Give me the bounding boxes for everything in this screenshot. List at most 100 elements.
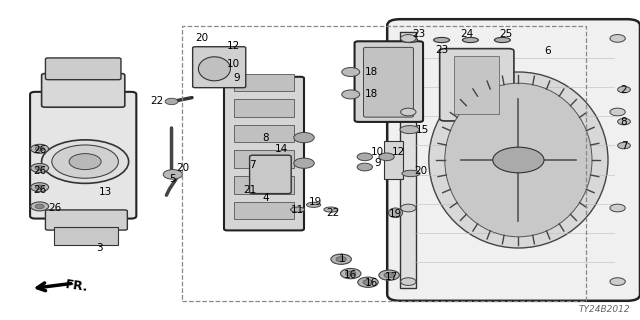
Circle shape <box>618 142 630 149</box>
Text: 20: 20 <box>195 33 208 44</box>
Text: 16: 16 <box>365 278 378 288</box>
Ellipse shape <box>445 83 592 237</box>
Text: 10: 10 <box>371 147 384 157</box>
Circle shape <box>358 277 378 287</box>
Ellipse shape <box>495 37 511 43</box>
Ellipse shape <box>434 37 449 43</box>
Text: 5: 5 <box>170 174 176 184</box>
Text: 16: 16 <box>344 270 357 280</box>
Text: FR.: FR. <box>64 278 89 294</box>
Circle shape <box>31 183 49 192</box>
Bar <box>234 202 294 219</box>
Text: 14: 14 <box>275 144 288 154</box>
Circle shape <box>31 144 49 153</box>
Circle shape <box>340 268 361 279</box>
Circle shape <box>618 118 630 125</box>
Circle shape <box>52 145 118 178</box>
Bar <box>454 56 499 114</box>
FancyBboxPatch shape <box>364 47 413 117</box>
Text: 18: 18 <box>364 89 378 100</box>
Circle shape <box>331 254 351 264</box>
Ellipse shape <box>307 202 321 207</box>
Circle shape <box>379 153 394 161</box>
Circle shape <box>493 147 544 173</box>
Text: 1: 1 <box>339 254 346 264</box>
Bar <box>384 141 403 179</box>
Text: 24: 24 <box>461 28 474 39</box>
Circle shape <box>163 170 182 179</box>
Text: 10: 10 <box>227 59 240 69</box>
Text: 19: 19 <box>389 209 402 220</box>
Text: 6: 6 <box>544 46 550 56</box>
Circle shape <box>35 147 44 151</box>
FancyBboxPatch shape <box>224 77 304 230</box>
Ellipse shape <box>402 37 418 43</box>
FancyBboxPatch shape <box>193 47 246 88</box>
Text: 15: 15 <box>416 124 429 135</box>
FancyBboxPatch shape <box>42 74 125 107</box>
Circle shape <box>618 86 630 93</box>
Ellipse shape <box>429 72 608 248</box>
Text: 8: 8 <box>621 116 627 127</box>
Text: 12: 12 <box>392 147 404 157</box>
Circle shape <box>342 90 360 99</box>
Circle shape <box>401 108 416 116</box>
Circle shape <box>610 108 625 116</box>
Text: 20: 20 <box>415 166 428 176</box>
Ellipse shape <box>324 207 338 212</box>
Circle shape <box>69 154 101 170</box>
Text: 11: 11 <box>291 204 304 215</box>
Text: 18: 18 <box>364 67 378 77</box>
Bar <box>182 26 586 301</box>
Bar <box>234 99 294 117</box>
Circle shape <box>342 68 360 76</box>
FancyBboxPatch shape <box>45 58 121 80</box>
Circle shape <box>31 202 49 211</box>
Text: 3: 3 <box>96 243 102 253</box>
Text: 22: 22 <box>326 208 339 218</box>
Ellipse shape <box>388 208 403 218</box>
Bar <box>234 125 294 142</box>
Text: 25: 25 <box>499 28 512 39</box>
Text: 26: 26 <box>33 185 46 196</box>
Circle shape <box>401 35 416 42</box>
Text: 20: 20 <box>176 163 189 173</box>
Circle shape <box>294 158 314 168</box>
Text: 13: 13 <box>99 187 112 197</box>
Circle shape <box>401 278 416 285</box>
Circle shape <box>294 132 314 143</box>
Text: 9: 9 <box>234 73 240 84</box>
Text: 2: 2 <box>621 84 627 95</box>
Circle shape <box>35 166 44 170</box>
Text: 9: 9 <box>374 158 381 168</box>
Text: 8: 8 <box>262 132 269 143</box>
Circle shape <box>610 204 625 212</box>
Circle shape <box>165 98 178 105</box>
Circle shape <box>31 164 49 172</box>
Circle shape <box>610 278 625 285</box>
Circle shape <box>363 280 373 285</box>
Bar <box>234 74 294 91</box>
Circle shape <box>610 35 625 42</box>
Text: 23: 23 <box>435 44 448 55</box>
Text: 22: 22 <box>150 96 163 106</box>
Ellipse shape <box>198 57 230 81</box>
Text: 17: 17 <box>385 272 398 282</box>
Text: 26: 26 <box>33 145 46 156</box>
Bar <box>234 176 294 194</box>
Text: 4: 4 <box>262 193 269 204</box>
Text: 7: 7 <box>621 140 627 151</box>
Bar <box>234 150 294 168</box>
Ellipse shape <box>402 170 420 177</box>
Circle shape <box>357 163 372 171</box>
Circle shape <box>35 204 44 209</box>
Ellipse shape <box>462 37 479 43</box>
FancyBboxPatch shape <box>30 92 136 219</box>
FancyBboxPatch shape <box>355 41 423 122</box>
Text: 23: 23 <box>413 28 426 39</box>
FancyBboxPatch shape <box>440 49 514 121</box>
Text: 21: 21 <box>243 185 256 196</box>
Text: 26: 26 <box>33 166 46 176</box>
Circle shape <box>336 257 346 262</box>
Circle shape <box>42 140 129 183</box>
